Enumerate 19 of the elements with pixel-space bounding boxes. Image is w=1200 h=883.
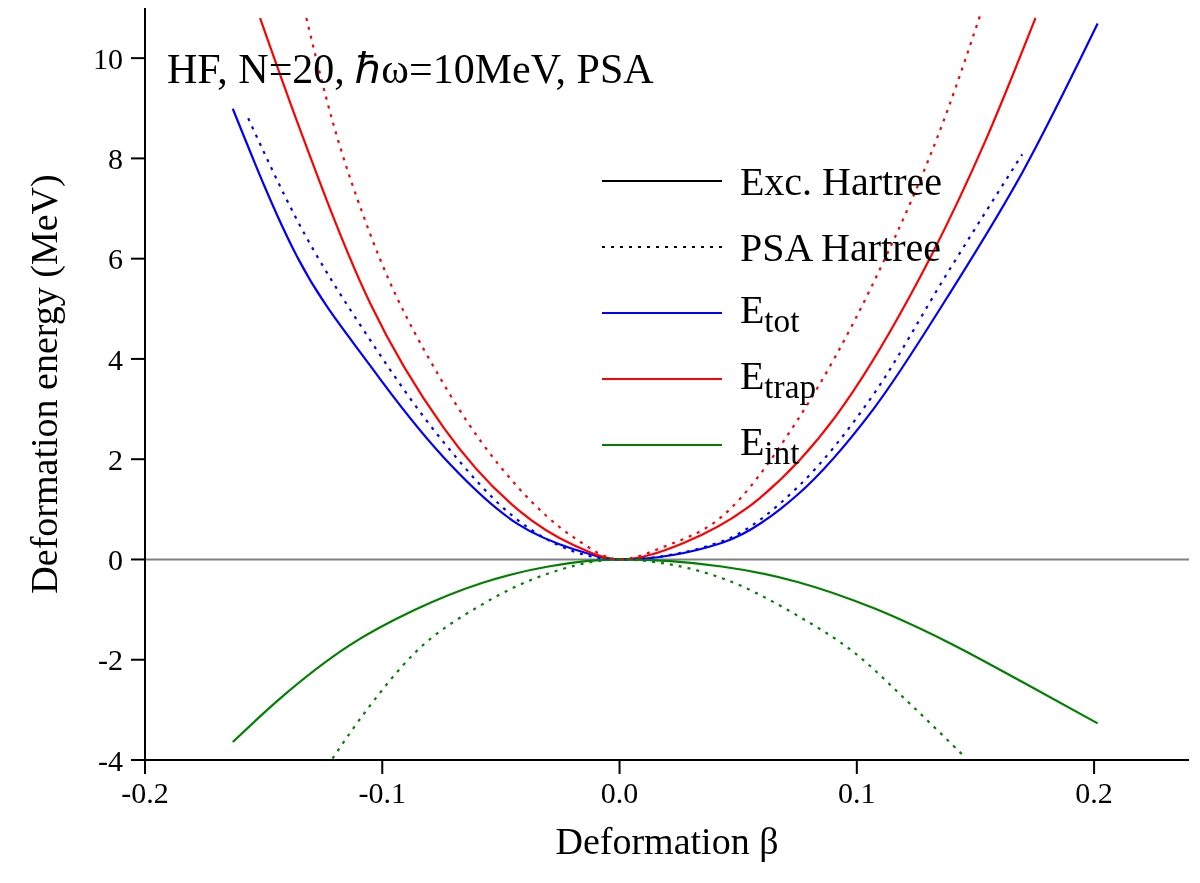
y-tick-label: -2 <box>98 643 123 677</box>
y-axis-title: Deformation energy (MeV) <box>23 174 66 594</box>
x-axis-title: Deformation β <box>555 820 779 862</box>
x-tick-label: -0.2 <box>121 776 169 810</box>
x-tick-label: -0.1 <box>358 776 407 810</box>
y-tick-label: 2 <box>108 442 123 476</box>
y-tick-label: -4 <box>98 743 123 777</box>
y-tick-label: 6 <box>108 242 123 276</box>
x-tick-label: 0.0 <box>600 776 639 810</box>
legend-label: E$_{tot}$ <box>739 286 800 340</box>
y-tick-label: 8 <box>108 142 123 176</box>
legend-label: Exc. Hartree <box>739 157 942 205</box>
y-tick-label: 4 <box>108 342 123 376</box>
x-tick-label: 0.2 <box>1075 776 1113 810</box>
legend-label: E$_{trap}$ <box>739 352 817 406</box>
y-tick-label: 10 <box>93 41 123 75</box>
legend-label: E$_{int}$ <box>739 418 800 472</box>
x-tick-label: 0.1 <box>838 776 876 810</box>
y-tick-label: 0 <box>108 543 123 577</box>
